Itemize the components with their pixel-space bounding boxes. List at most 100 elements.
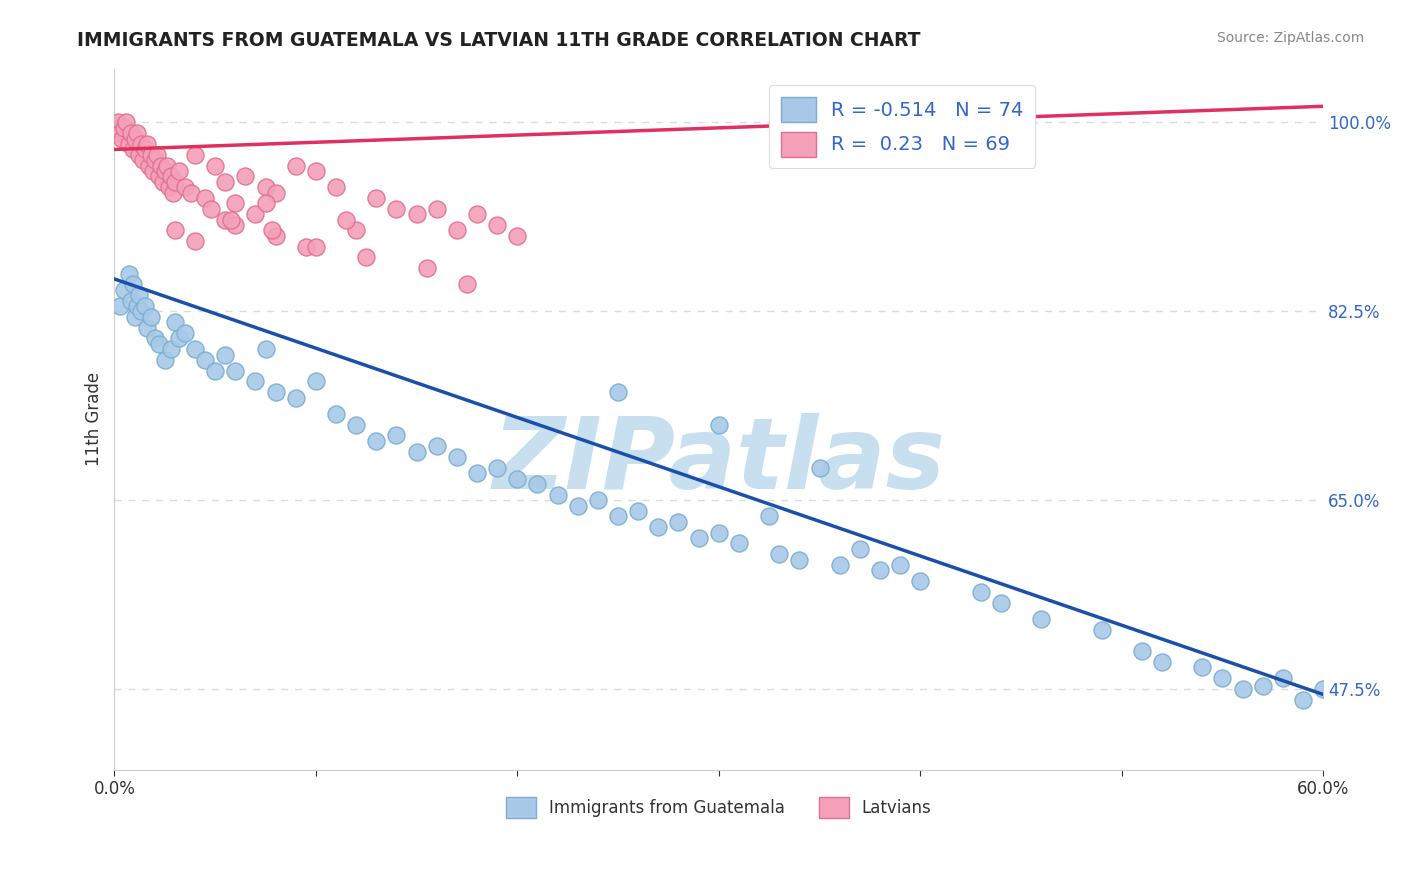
Point (264, 385, 287, 400)
Point (148, 336, 170, 351)
Point (145, 148, 167, 162)
Point (707, 417, 730, 432)
Point (607, 385, 630, 400)
Point (153, 164, 176, 178)
Point (148, 169, 170, 184)
Point (134, 299, 156, 313)
Point (214, 212, 236, 227)
Point (184, 148, 207, 162)
Point (129, 137, 152, 152)
Point (828, 558, 851, 572)
Point (325, 407, 347, 421)
Point (1251, 679, 1274, 693)
Point (446, 223, 468, 237)
Point (245, 207, 267, 221)
Point (105, 120, 128, 135)
Text: IMMIGRANTS FROM GUATEMALA VS LATVIAN 11TH GRADE CORRELATION CHART: IMMIGRANTS FROM GUATEMALA VS LATVIAN 11T… (77, 31, 921, 50)
Point (254, 342, 277, 356)
Point (139, 148, 162, 162)
Point (163, 223, 186, 237)
Point (990, 596, 1012, 610)
Point (219, 212, 242, 227)
Point (284, 391, 307, 405)
Point (1090, 623, 1112, 637)
Point (1029, 612, 1052, 626)
Point (264, 186, 287, 200)
Point (149, 159, 172, 173)
Point (688, 531, 710, 545)
Point (426, 202, 449, 216)
Point (547, 488, 569, 502)
Point (889, 558, 911, 572)
Point (138, 159, 160, 173)
Point (142, 164, 165, 178)
Point (162, 186, 184, 200)
Point (194, 352, 217, 367)
Point (184, 234, 207, 248)
Point (426, 439, 449, 453)
Point (707, 525, 730, 540)
Point (284, 159, 307, 173)
Point (344, 417, 367, 432)
Point (184, 342, 207, 356)
Point (153, 352, 176, 367)
Point (385, 202, 408, 216)
Point (366, 434, 388, 448)
Point (128, 288, 150, 302)
Point (385, 428, 408, 442)
Point (254, 196, 277, 211)
Point (405, 207, 427, 221)
Point (128, 148, 150, 162)
Point (768, 547, 790, 561)
Point (305, 164, 328, 178)
Point (167, 164, 190, 178)
Point (465, 207, 488, 221)
Point (120, 293, 142, 308)
Text: ZIPatlas: ZIPatlas (492, 413, 945, 510)
Point (446, 450, 468, 464)
Point (194, 191, 217, 205)
Point (120, 126, 142, 140)
Point (110, 299, 132, 313)
Point (405, 444, 427, 458)
Point (1232, 681, 1254, 696)
Text: Source: ZipAtlas.com: Source: ZipAtlas.com (1216, 31, 1364, 45)
Point (1292, 693, 1315, 707)
Point (366, 191, 388, 205)
Point (627, 504, 650, 518)
Point (1130, 644, 1153, 658)
Point (506, 228, 529, 243)
Point (354, 251, 377, 265)
Point (758, 509, 780, 524)
Point (1271, 671, 1294, 685)
Point (456, 277, 478, 292)
Point (121, 277, 143, 292)
Point (335, 212, 357, 227)
Point (107, 115, 129, 129)
Point (305, 375, 328, 389)
Point (808, 460, 831, 475)
Point (1211, 671, 1233, 685)
Point (869, 563, 891, 577)
Point (135, 320, 157, 334)
Point (294, 239, 316, 253)
Point (224, 196, 246, 211)
Point (586, 493, 609, 508)
Point (235, 169, 257, 184)
Point (117, 137, 139, 152)
Point (163, 315, 186, 329)
Point (1191, 660, 1213, 674)
Point (131, 153, 153, 168)
Point (647, 520, 669, 534)
Point (157, 180, 180, 194)
Point (174, 180, 197, 194)
Point (152, 175, 174, 189)
Point (486, 460, 509, 475)
Point (125, 126, 148, 140)
Point (486, 218, 509, 232)
Point (125, 299, 148, 313)
Point (668, 515, 690, 529)
Point (214, 175, 236, 189)
Point (117, 267, 139, 281)
Point (789, 552, 811, 566)
